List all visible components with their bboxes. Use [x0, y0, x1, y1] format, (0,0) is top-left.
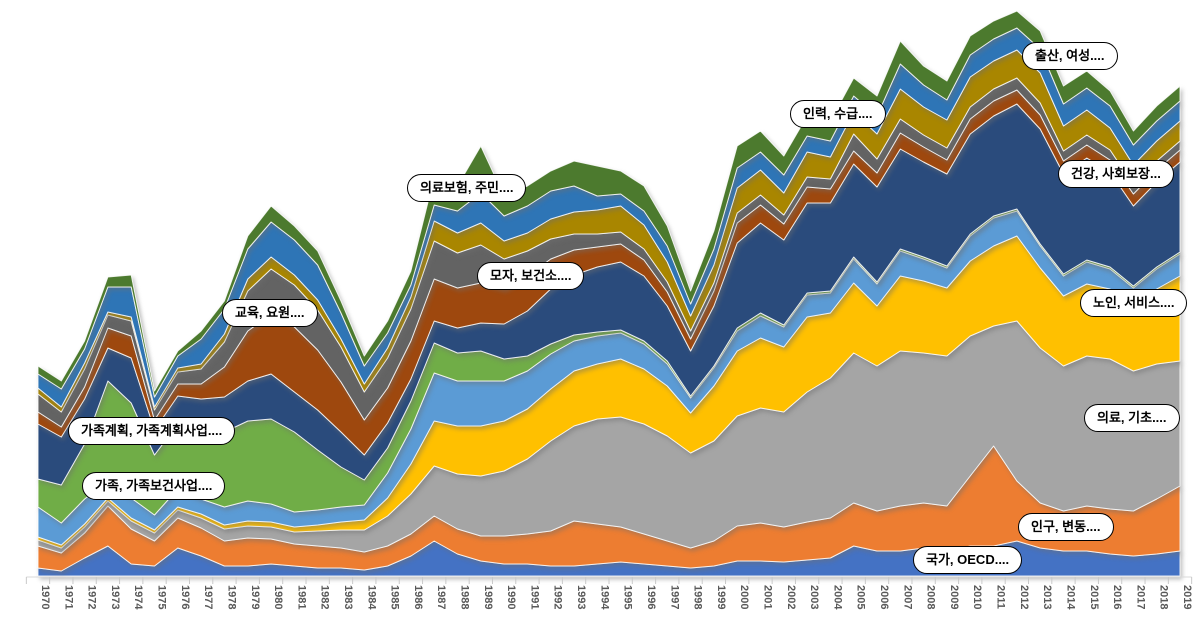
x-axis-label-2019: 2019 [1181, 585, 1193, 609]
series-callout-7[interactable]: 의료, 기초.... [1084, 404, 1180, 432]
x-axis-label-1976: 1976 [179, 585, 191, 609]
series-callout-3[interactable]: 의료보험, 주민.... [407, 174, 527, 202]
series-callout-8[interactable]: 가족계획, 가족계획사업.... [68, 417, 236, 445]
x-axis-label-2006: 2006 [878, 585, 890, 609]
series-callout-2[interactable]: 건강, 사회보장... [1058, 160, 1174, 188]
series-callout-10[interactable]: 인구, 변동.... [1018, 513, 1114, 541]
x-axis-label-1990: 1990 [505, 585, 517, 609]
x-axis-label-2016: 2016 [1111, 585, 1123, 609]
x-axis-label-1975: 1975 [156, 585, 168, 609]
x-axis-label-1988: 1988 [459, 585, 471, 609]
x-axis-label-1972: 1972 [86, 585, 98, 609]
series-callout-6[interactable]: 교육, 요원.... [222, 299, 318, 327]
x-axis-label-1995: 1995 [622, 585, 634, 609]
x-axis-label-1971: 1971 [62, 585, 74, 609]
x-axis-label-1981: 1981 [295, 585, 307, 609]
x-axis-label-1989: 1989 [482, 585, 494, 609]
x-axis-label-2000: 2000 [738, 585, 750, 609]
x-axis-label-2007: 2007 [901, 585, 913, 609]
x-axis-label-1986: 1986 [412, 585, 424, 609]
x-axis-label-1984: 1984 [365, 585, 377, 610]
x-axis-label-2004: 2004 [831, 585, 843, 610]
x-axis-label-1997: 1997 [668, 585, 680, 609]
x-axis-label-1994: 1994 [598, 585, 610, 610]
x-axis-label-2001: 2001 [761, 585, 773, 609]
x-axis-label-1979: 1979 [249, 585, 261, 609]
x-axis-label-1992: 1992 [552, 585, 564, 609]
series-callout-9[interactable]: 가족, 가족보건사업.... [82, 472, 226, 500]
x-axis-label-2018: 2018 [1158, 585, 1170, 609]
x-axis-label-1983: 1983 [342, 585, 354, 609]
series-callout-1[interactable]: 인력, 수급.... [790, 100, 886, 128]
x-axis-label-2017: 2017 [1134, 585, 1146, 609]
x-axis-label-1970: 1970 [39, 585, 51, 609]
series-callout-11[interactable]: 국가, OECD.... [913, 546, 1023, 574]
series-callout-5[interactable]: 노인, 서비스.... [1080, 289, 1188, 317]
x-axis-label-2008: 2008 [925, 585, 937, 609]
x-axis-label-1993: 1993 [575, 585, 587, 609]
x-axis-label-2009: 2009 [948, 585, 960, 609]
x-axis-label-2011: 2011 [995, 585, 1007, 609]
x-axis-label-2005: 2005 [855, 585, 867, 609]
x-axis-label-1977: 1977 [202, 585, 214, 609]
x-axis-label-1974: 1974 [132, 585, 144, 610]
series-area-11[interactable] [37, 10, 1181, 398]
x-axis-label-2015: 2015 [1088, 585, 1100, 609]
x-axis-label-1985: 1985 [389, 585, 401, 609]
x-axis-label-2014: 2014 [1064, 585, 1076, 610]
x-axis-label-1980: 1980 [272, 585, 284, 609]
x-axis-label-1998: 1998 [692, 585, 704, 609]
x-axis-label-1982: 1982 [319, 585, 331, 609]
x-axis-label-2002: 2002 [785, 585, 797, 609]
x-axis-label-1973: 1973 [109, 585, 121, 609]
x-axis-label-2010: 2010 [971, 585, 983, 609]
series-callout-0[interactable]: 출산, 여성.... [1022, 42, 1118, 70]
x-axis-label-2003: 2003 [808, 585, 820, 609]
x-axis-label-1991: 1991 [528, 585, 540, 609]
x-axis-label-2013: 2013 [1041, 585, 1053, 609]
x-axis-label-2012: 2012 [1018, 585, 1030, 609]
x-axis-label-1996: 1996 [645, 585, 657, 609]
x-axis-label-1987: 1987 [435, 585, 447, 609]
x-axis-label-1978: 1978 [225, 585, 237, 609]
series-callout-4[interactable]: 모자, 보건소.... [477, 262, 585, 290]
x-axis-label-1999: 1999 [715, 585, 727, 609]
